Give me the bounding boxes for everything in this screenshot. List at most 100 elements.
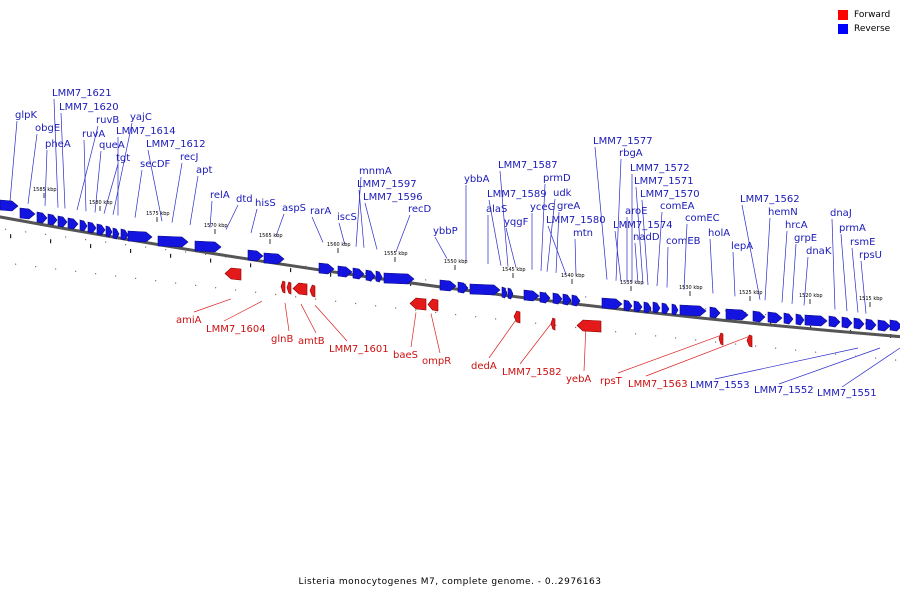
reverse-gene-arrow[interactable] [194, 240, 222, 253]
gene-label-forward[interactable]: glnB [271, 334, 293, 345]
gene-label-forward[interactable]: ompR [422, 356, 451, 367]
gene-label-forward[interactable]: LMM7_1601 [329, 344, 389, 355]
gene-label-forward[interactable]: yebA [566, 374, 591, 385]
reverse-gene-arrow[interactable] [752, 310, 766, 323]
gene-label-reverse[interactable]: LMM7_1553 [690, 380, 750, 391]
reverse-gene-arrow[interactable] [439, 279, 457, 292]
gene-label-reverse[interactable]: udk [553, 188, 572, 199]
gene-label-reverse[interactable]: ruvB [96, 115, 119, 126]
gene-label-reverse[interactable]: secDF [140, 159, 171, 170]
reverse-gene-arrow[interactable] [865, 318, 877, 331]
reverse-gene-arrow[interactable] [337, 265, 353, 278]
gene-label-reverse[interactable]: LMM7_1587 [498, 160, 558, 171]
gene-label-reverse[interactable]: LMM7_1577 [593, 136, 653, 147]
gene-label-reverse[interactable]: LMM7_1574 [613, 220, 673, 231]
reverse-gene-arrow[interactable] [643, 301, 652, 314]
forward-gene-arrow[interactable] [280, 280, 286, 294]
gene-label-reverse[interactable]: LMM7_1570 [640, 189, 700, 200]
reverse-gene-arrow[interactable] [783, 312, 794, 325]
gene-label-reverse[interactable]: hisS [255, 198, 276, 209]
reverse-gene-arrow[interactable] [87, 221, 97, 234]
gene-label-forward[interactable]: LMM7_1563 [628, 379, 688, 390]
gene-label-reverse[interactable]: iscS [337, 212, 357, 223]
reverse-gene-arrow[interactable] [767, 311, 783, 324]
reverse-gene-arrow[interactable] [352, 267, 365, 280]
reverse-gene-arrow[interactable] [804, 314, 828, 327]
gene-label-reverse[interactable]: recJ [180, 152, 199, 163]
gene-label-reverse[interactable]: greA [557, 201, 580, 212]
gene-label-reverse[interactable]: prmA [839, 223, 866, 234]
reverse-gene-arrow[interactable] [562, 293, 572, 306]
forward-gene-arrow[interactable] [292, 282, 308, 296]
gene-label-reverse[interactable]: mtn [573, 228, 593, 239]
gene-label-reverse[interactable]: comEB [666, 236, 701, 247]
gene-label-reverse[interactable]: tgt [116, 153, 130, 164]
gene-label-reverse[interactable]: apt [196, 165, 212, 176]
reverse-gene-arrow[interactable] [375, 270, 383, 283]
reverse-gene-arrow[interactable] [19, 207, 36, 220]
gene-label-reverse[interactable]: LMM7_1621 [52, 88, 112, 99]
reverse-gene-arrow[interactable] [263, 252, 285, 265]
reverse-gene-arrow[interactable] [539, 291, 551, 304]
gene-label-forward[interactable]: baeS [393, 350, 418, 361]
reverse-gene-arrow[interactable] [112, 227, 120, 240]
gene-label-forward[interactable]: dedA [471, 361, 497, 372]
reverse-gene-arrow[interactable] [889, 319, 900, 332]
reverse-gene-arrow[interactable] [247, 249, 264, 262]
reverse-gene-arrow[interactable] [57, 215, 68, 228]
reverse-gene-arrow[interactable] [365, 269, 376, 282]
gene-label-reverse[interactable]: ruvA [82, 129, 105, 140]
gene-label-reverse[interactable]: recD [408, 204, 432, 215]
forward-gene-arrow[interactable] [427, 298, 439, 312]
reverse-gene-arrow[interactable] [0, 199, 19, 212]
reverse-gene-arrow[interactable] [725, 308, 749, 321]
reverse-gene-arrow[interactable] [633, 300, 643, 313]
gene-label-reverse[interactable]: yceG [530, 202, 555, 213]
gene-label-reverse[interactable]: rsmE [850, 237, 875, 248]
reverse-gene-arrow[interactable] [552, 292, 563, 305]
gene-label-reverse[interactable]: aspS [282, 203, 306, 214]
reverse-gene-arrow[interactable] [853, 317, 865, 330]
gene-label-reverse[interactable]: LMM7_1572 [630, 163, 690, 174]
gene-label-reverse[interactable]: comEA [660, 201, 695, 212]
forward-gene-arrow[interactable] [746, 334, 753, 348]
gene-label-forward[interactable]: LMM7_1582 [502, 367, 562, 378]
gene-label-reverse[interactable]: ybbP [433, 226, 458, 237]
gene-label-reverse[interactable]: yqgF [504, 217, 529, 228]
gene-label-reverse[interactable]: pheA [45, 139, 71, 150]
gene-label-reverse[interactable]: aroE [625, 206, 647, 217]
forward-gene-arrow[interactable] [224, 267, 242, 281]
reverse-gene-arrow[interactable] [47, 213, 58, 226]
forward-gene-arrow[interactable] [550, 317, 556, 331]
gene-label-reverse[interactable]: ybbA [464, 174, 490, 185]
reverse-gene-arrow[interactable] [679, 304, 707, 317]
reverse-gene-arrow[interactable] [671, 303, 679, 316]
gene-label-reverse[interactable]: rbgA [619, 148, 643, 159]
reverse-gene-arrow[interactable] [79, 219, 88, 232]
gene-label-reverse[interactable]: LMM7_1620 [59, 102, 119, 113]
reverse-gene-arrow[interactable] [469, 283, 501, 296]
gene-label-reverse[interactable]: hrcA [785, 220, 808, 231]
gene-label-reverse[interactable]: mnmA [359, 166, 392, 177]
gene-label-forward[interactable]: LMM7_1604 [206, 324, 266, 335]
gene-label-reverse[interactable]: LMM7_1552 [754, 385, 814, 396]
gene-label-forward[interactable]: rpsT [600, 376, 623, 387]
gene-label-reverse[interactable]: LMM7_1571 [634, 176, 694, 187]
reverse-gene-arrow[interactable] [795, 313, 805, 326]
forward-gene-arrow[interactable] [576, 319, 602, 333]
reverse-gene-arrow[interactable] [318, 262, 335, 275]
gene-label-reverse[interactable]: grpE [794, 233, 817, 244]
gene-label-reverse[interactable]: alaS [486, 204, 507, 215]
forward-gene-arrow[interactable] [409, 297, 427, 311]
gene-label-reverse[interactable]: rarA [310, 206, 331, 217]
reverse-gene-arrow[interactable] [652, 301, 661, 314]
reverse-gene-arrow[interactable] [709, 306, 721, 319]
gene-label-forward[interactable]: amiA [176, 315, 202, 326]
forward-gene-arrow[interactable] [286, 281, 292, 295]
reverse-gene-arrow[interactable] [457, 281, 469, 294]
gene-label-reverse[interactable]: queA [99, 140, 125, 151]
reverse-gene-arrow[interactable] [96, 223, 106, 236]
gene-label-reverse[interactable]: comEC [685, 213, 720, 224]
forward-gene-arrow[interactable] [513, 310, 521, 324]
gene-label-reverse[interactable]: rpsU [859, 250, 882, 261]
